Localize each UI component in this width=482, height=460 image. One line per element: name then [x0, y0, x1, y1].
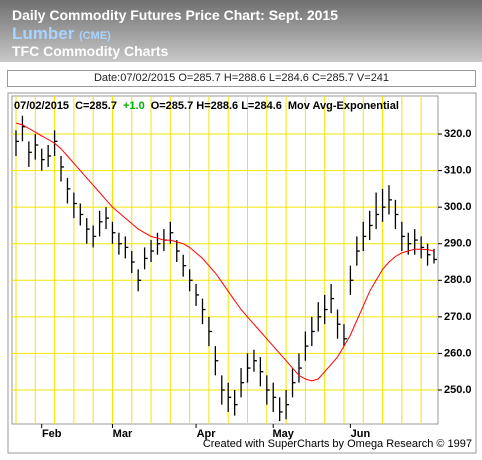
info-item: C=285.7	[75, 100, 117, 112]
commodity: Lumber (CME)	[12, 24, 111, 44]
x-tick-label: Apr	[197, 428, 217, 440]
exchange: (CME)	[79, 30, 111, 42]
y-tick-label: 290.0	[444, 238, 472, 250]
y-tick-label: 320.0	[444, 128, 472, 140]
info-item: Mov Avg-Exponential	[288, 100, 399, 112]
x-tick-label: Feb	[42, 428, 62, 440]
x-tick-label: Mar	[113, 428, 133, 440]
moving-average	[15, 122, 435, 382]
date-line: Date:07/02/2015 O=285.7 H=288.6 L=284.6 …	[7, 70, 476, 87]
y-tick-label: 250.0	[444, 384, 472, 396]
x-tick-label: Jun	[351, 428, 371, 440]
footer: Created with SuperCharts by Omega Resear…	[203, 438, 472, 450]
plot-area	[11, 95, 439, 425]
y-tick-label: 280.0	[444, 274, 472, 286]
y-tick-label: 260.0	[444, 347, 472, 359]
info-item: 07/02/2015	[14, 100, 69, 112]
commodity-name: Lumber	[12, 24, 75, 43]
y-tick-label: 300.0	[444, 201, 472, 213]
y-tick-label: 270.0	[444, 311, 472, 323]
header-subtitle: TFC Commodity Charts	[12, 43, 169, 59]
info-item: +1.0	[123, 100, 145, 112]
info-line: 07/02/2015 C=285.7 +1.0 O=285.7 H=288.6 L=2…	[14, 100, 399, 112]
y-tick-label: 310.0	[444, 165, 472, 177]
header: Daily Commodity Futures Price Chart: Sep…	[0, 0, 482, 62]
header-title: Daily Commodity Futures Price Chart: Sep…	[12, 7, 338, 23]
x-tick-label: May	[273, 428, 295, 440]
info-item: O=285.7 H=288.6 L=284.6	[151, 100, 282, 112]
